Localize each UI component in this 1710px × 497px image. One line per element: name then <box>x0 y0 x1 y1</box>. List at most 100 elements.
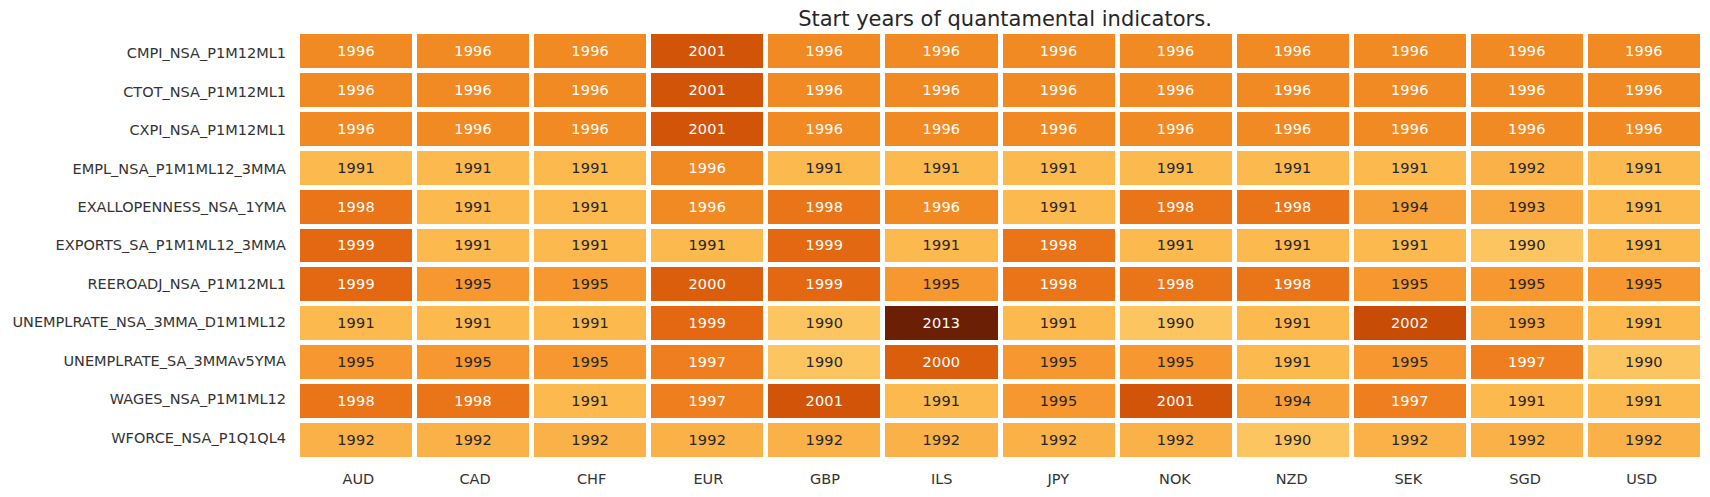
heatmap-cell: 1996 <box>534 73 646 107</box>
heatmap-cell: 1991 <box>1237 306 1349 340</box>
row-label: EXPORTS_SA_P1M1ML12_3MMA <box>0 237 300 253</box>
heatmap-cell: 1996 <box>1471 112 1583 146</box>
heatmap-cell: 1995 <box>1120 345 1232 379</box>
heatmap-cell: 1999 <box>300 229 412 263</box>
heatmap-cell: 1991 <box>417 151 529 185</box>
row-label: CXPI_NSA_P1M12ML1 <box>0 122 300 138</box>
row-label: EXALLOPENNESS_NSA_1YMA <box>0 199 300 215</box>
heatmap-cell: 2002 <box>1354 306 1466 340</box>
heatmap-cell: 1996 <box>1003 34 1115 68</box>
heatmap-cell: 1999 <box>768 267 880 301</box>
heatmap-cell: 1998 <box>1003 229 1115 263</box>
heatmap-cell: 1995 <box>1354 267 1466 301</box>
heatmap-cell: 1991 <box>300 306 412 340</box>
heatmap-cell: 1991 <box>1588 229 1700 263</box>
heatmap-cell: 1997 <box>651 345 763 379</box>
heatmap-cell: 1994 <box>1237 384 1349 418</box>
heatmap-cell: 1991 <box>1120 229 1232 263</box>
heatmap-cell: 1996 <box>1471 73 1583 107</box>
heatmap-cell: 2000 <box>885 345 997 379</box>
heatmap-cell: 1995 <box>417 267 529 301</box>
heatmap-cell: 1991 <box>768 151 880 185</box>
heatmap-cell: 1996 <box>1120 73 1232 107</box>
row-label: CTOT_NSA_P1M12ML1 <box>0 84 300 100</box>
heatmap-cell: 1992 <box>1120 423 1232 457</box>
heatmap-grid: 1996199619962001199619961996199619961996… <box>300 34 1705 457</box>
heatmap-cell: 1992 <box>885 423 997 457</box>
row-label: CMPI_NSA_P1M12ML1 <box>0 45 300 61</box>
heatmap-cell: 1992 <box>1471 151 1583 185</box>
heatmap-cell: 2001 <box>651 112 763 146</box>
heatmap-cell: 1996 <box>1237 34 1349 68</box>
heatmap-cell: 1991 <box>1237 345 1349 379</box>
row-label: REEROADJ_NSA_P1M12ML1 <box>0 276 300 292</box>
heatmap-cell: 1991 <box>300 151 412 185</box>
heatmap-cell: 1996 <box>1471 34 1583 68</box>
heatmap-cell: 1995 <box>1588 267 1700 301</box>
heatmap-cell: 1990 <box>1471 229 1583 263</box>
heatmap-cell: 2013 <box>885 306 997 340</box>
heatmap-cell: 1996 <box>1354 34 1466 68</box>
col-label: USD <box>1583 457 1700 497</box>
y-axis-labels: CMPI_NSA_P1M12ML1 CTOT_NSA_P1M12ML1 CXPI_N… <box>0 34 300 457</box>
heatmap-cell: 1999 <box>651 306 763 340</box>
heatmap-cell: 2001 <box>651 73 763 107</box>
heatmap-cell: 1996 <box>1237 112 1349 146</box>
heatmap-cell: 1998 <box>417 384 529 418</box>
heatmap-cell: 1998 <box>1237 190 1349 224</box>
heatmap-cell: 1990 <box>1588 345 1700 379</box>
col-label: SEK <box>1350 457 1467 497</box>
heatmap-cell: 1990 <box>768 345 880 379</box>
heatmap-cell: 1996 <box>768 112 880 146</box>
heatmap-cell: 1991 <box>417 190 529 224</box>
heatmap-cell: 1992 <box>534 423 646 457</box>
heatmap-cell: 1991 <box>1588 384 1700 418</box>
heatmap-cell: 1991 <box>417 229 529 263</box>
heatmap-cell: 1998 <box>1003 267 1115 301</box>
heatmap-cell: 1996 <box>1003 73 1115 107</box>
heatmap-cell: 1991 <box>1588 190 1700 224</box>
col-label: GBP <box>767 457 884 497</box>
heatmap-cell: 1995 <box>1003 384 1115 418</box>
heatmap-cell: 1996 <box>300 34 412 68</box>
heatmap-cell: 1998 <box>1120 190 1232 224</box>
heatmap-cell: 1996 <box>1120 112 1232 146</box>
heatmap-cell: 1992 <box>417 423 529 457</box>
heatmap-cell: 2000 <box>651 267 763 301</box>
heatmap-cell: 1991 <box>534 306 646 340</box>
heatmap-cell: 1999 <box>768 229 880 263</box>
heatmap-cell: 1991 <box>885 229 997 263</box>
heatmap-cell: 1995 <box>885 267 997 301</box>
heatmap-cell: 1995 <box>534 267 646 301</box>
row-label: WAGES_NSA_P1M1ML12 <box>0 391 300 407</box>
heatmap-cell: 1992 <box>1471 423 1583 457</box>
heatmap-cell: 1991 <box>1003 190 1115 224</box>
col-label: SGD <box>1467 457 1584 497</box>
col-label: NZD <box>1233 457 1350 497</box>
heatmap-cell: 1995 <box>1471 267 1583 301</box>
row-label: UNEMPLRATE_SA_3MMAv5YMA <box>0 353 300 369</box>
heatmap-cell: 1996 <box>885 73 997 107</box>
heatmap-cell: 1991 <box>1588 306 1700 340</box>
heatmap-cell: 1996 <box>885 34 997 68</box>
row-label: WFORCE_NSA_P1Q1QL4 <box>0 430 300 446</box>
heatmap-cell: 1992 <box>651 423 763 457</box>
chart-title: Start years of quantamental indicators. <box>300 0 1710 34</box>
heatmap-cell: 1996 <box>1003 112 1115 146</box>
heatmap-cell: 1991 <box>1354 229 1466 263</box>
heatmap-cell: 1993 <box>1471 306 1583 340</box>
heatmap-cell: 1991 <box>1588 151 1700 185</box>
heatmap-cell: 1996 <box>768 73 880 107</box>
col-label: ILS <box>883 457 1000 497</box>
heatmap-cell: 2001 <box>1120 384 1232 418</box>
heatmap-cell: 1991 <box>534 229 646 263</box>
heatmap-cell: 1996 <box>417 34 529 68</box>
title-row: Start years of quantamental indicators. <box>0 0 1710 34</box>
heatmap-cell: 1992 <box>1588 423 1700 457</box>
heatmap-cell: 1997 <box>651 384 763 418</box>
heatmap-cell: 1996 <box>534 34 646 68</box>
heatmap-cell: 1998 <box>768 190 880 224</box>
heatmap-cell: 1991 <box>1237 151 1349 185</box>
heatmap-cell: 1997 <box>1354 384 1466 418</box>
heatmap-cell: 1995 <box>417 345 529 379</box>
